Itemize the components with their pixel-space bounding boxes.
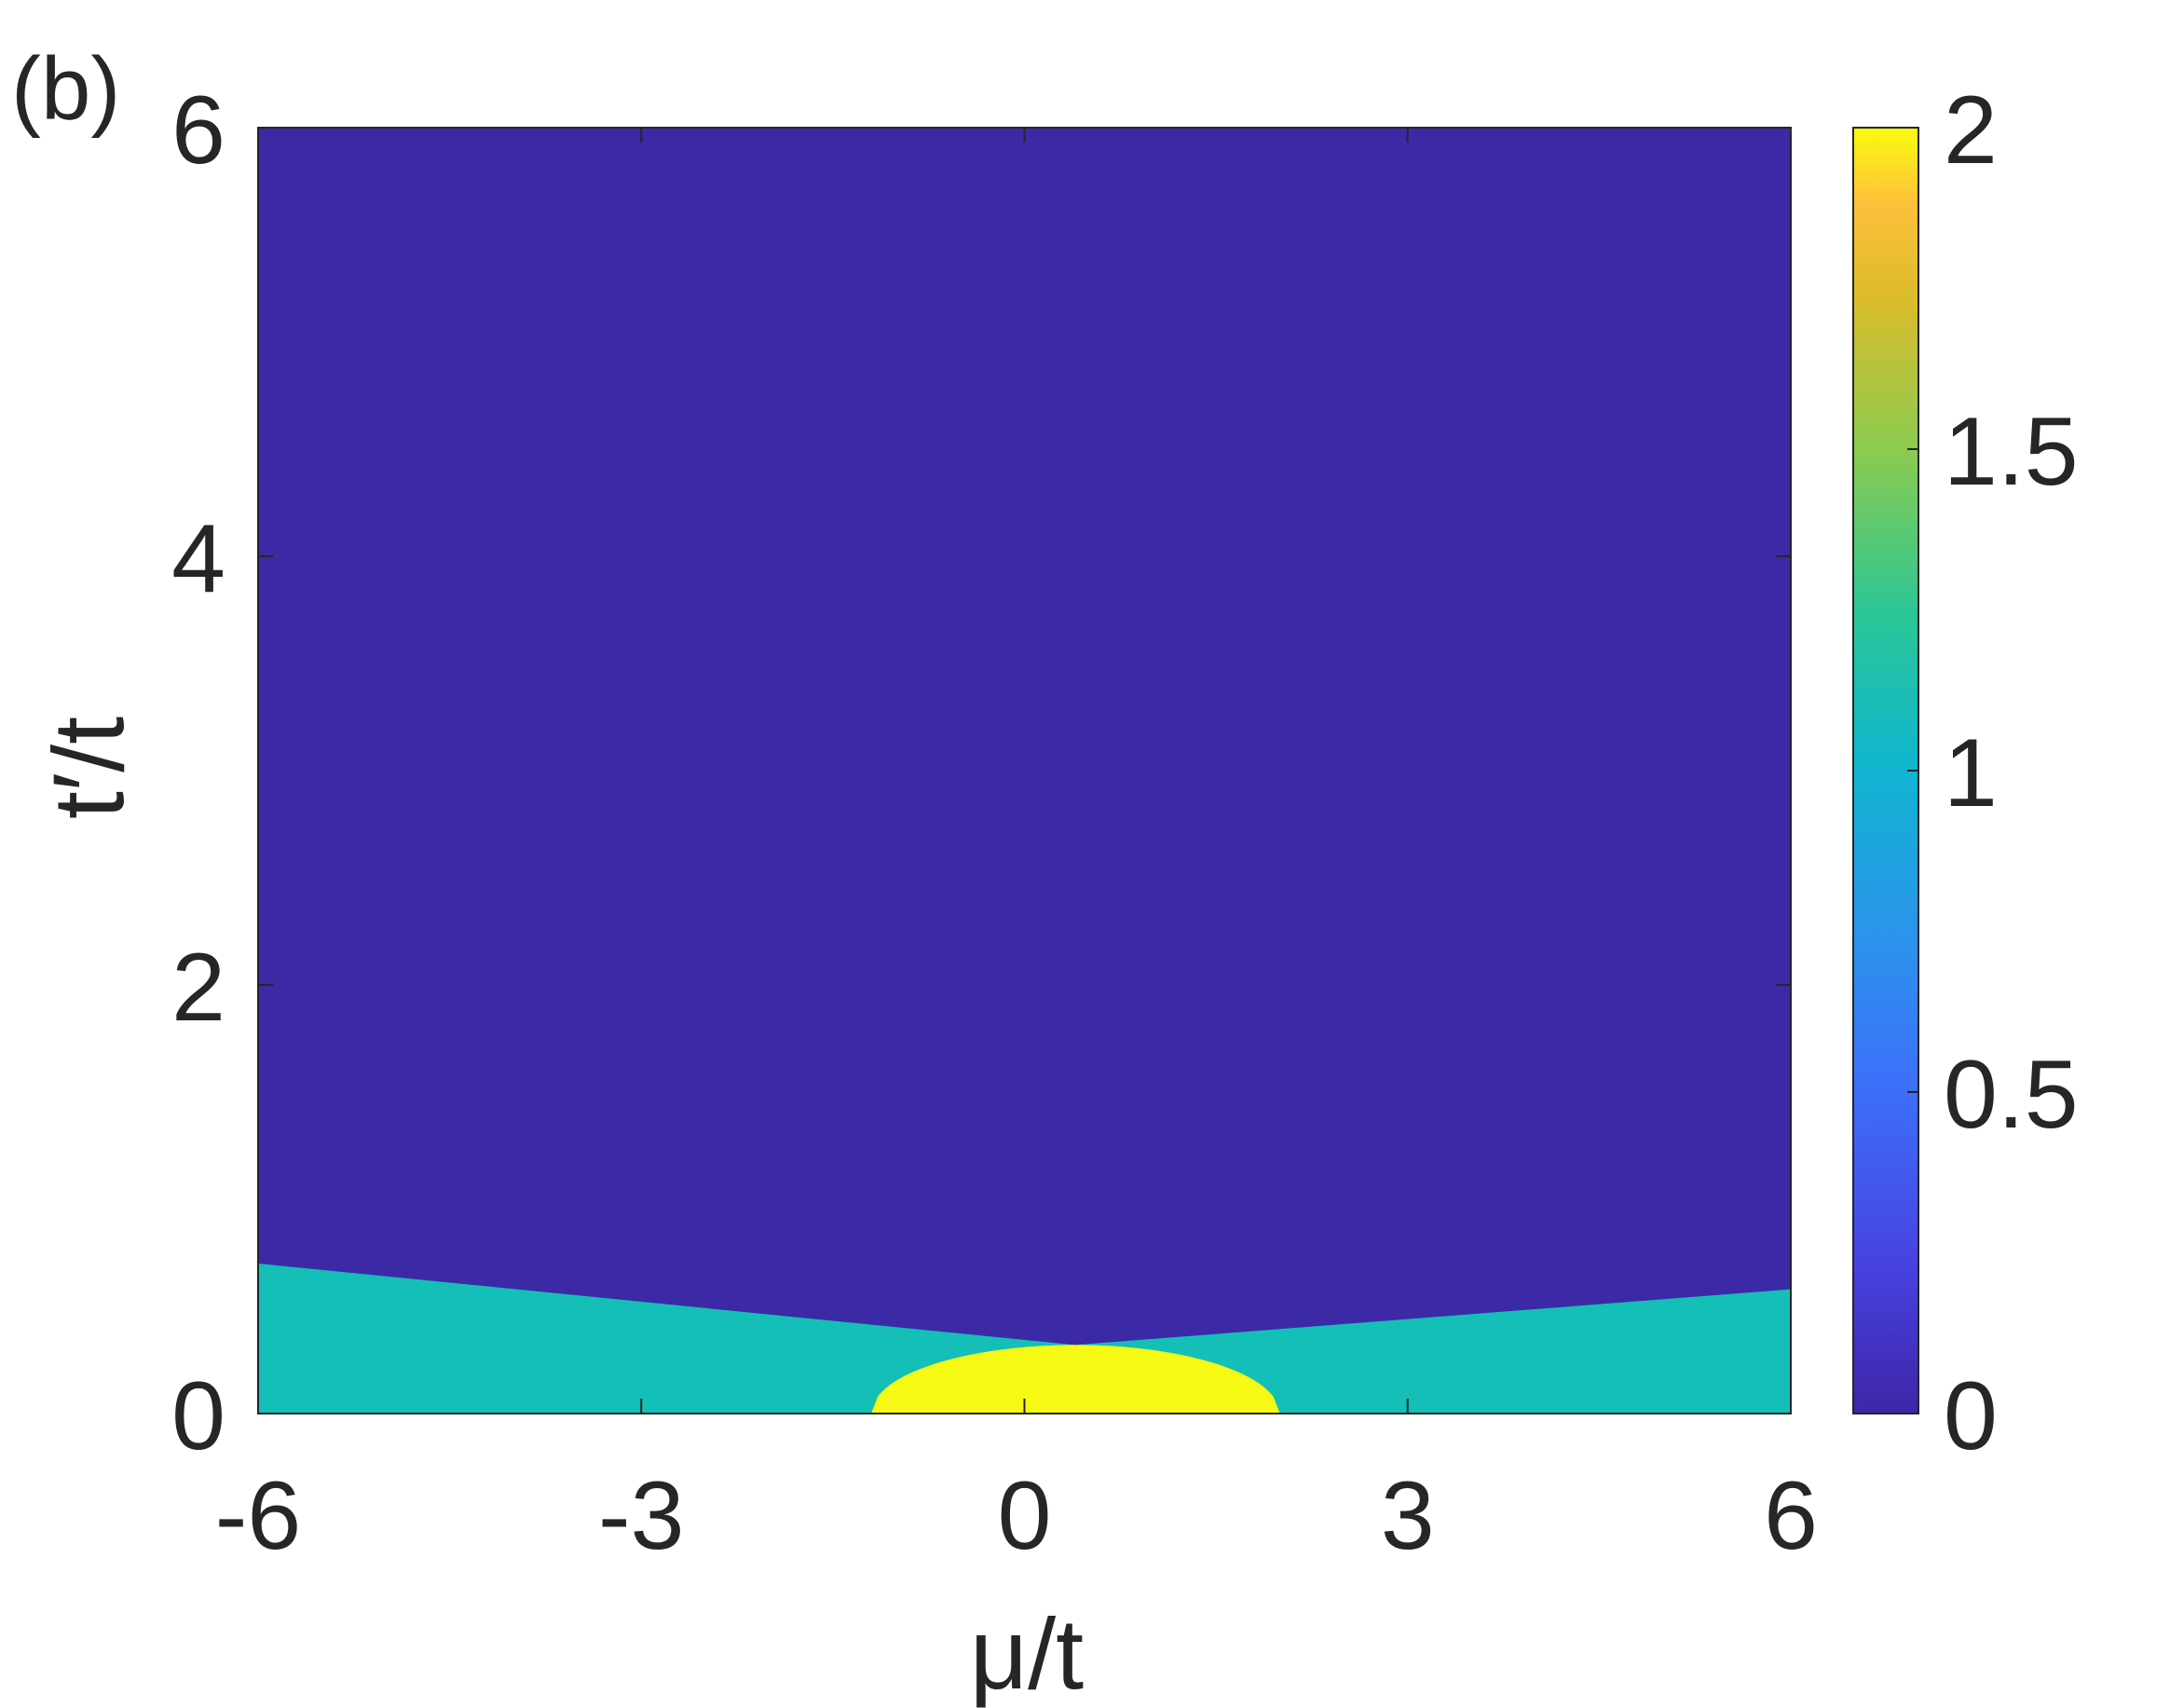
colorbar: 0 0.5 1 1.5 2: [1852, 76, 2079, 1470]
colorbar-tick-label: 0: [1944, 1362, 1998, 1470]
x-axis: -6 -3 0 3 6: [215, 128, 1818, 1570]
colorbar-tick-label: 0.5: [1944, 1041, 2079, 1149]
y-tick-label: 2: [171, 934, 225, 1042]
x-tick-label: 3: [1381, 1462, 1435, 1570]
x-tick-label: -6: [215, 1462, 301, 1570]
x-tick-label: 0: [998, 1462, 1052, 1570]
x-tick-label: -3: [598, 1462, 684, 1570]
y-axis-label: t′/t: [32, 717, 144, 819]
colorbar-ticks: 0 0.5 1 1.5 2: [1907, 76, 2079, 1470]
x-tick-label: 6: [1764, 1462, 1818, 1570]
y-tick-label: 4: [171, 505, 225, 613]
heatmap-plot: [257, 127, 1792, 1414]
colorbar-tick-label: 1: [1944, 719, 1998, 827]
region-value-0: [258, 128, 1791, 1414]
x-axis-label: μ/t: [970, 1597, 1084, 1708]
panel-label: (b): [11, 39, 120, 139]
region-value-1: [258, 1264, 1791, 1414]
y-axis: 0 2 4 6: [171, 76, 1791, 1470]
colorbar-tick-label: 1.5: [1944, 398, 2079, 506]
region-value-2: [871, 1345, 1280, 1414]
y-tick-label: 6: [171, 76, 225, 184]
colorbar-tick-label: 2: [1944, 76, 1998, 184]
y-tick-label: 0: [171, 1362, 225, 1470]
